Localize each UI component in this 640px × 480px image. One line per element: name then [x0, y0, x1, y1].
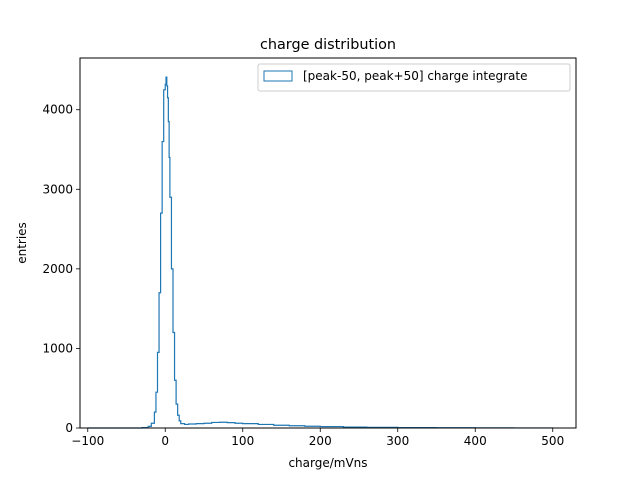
x-tick-label: 400: [464, 434, 487, 448]
x-tick-label: 500: [541, 434, 564, 448]
chart-title: charge distribution: [260, 37, 396, 53]
histogram-series-0: [87, 76, 554, 429]
y-axis-label: entries: [15, 222, 29, 264]
x-axis-ticks: −100 0 100 200 300 400 500: [71, 428, 564, 448]
x-tick-label: 100: [231, 434, 254, 448]
legend-box: [257, 63, 571, 92]
y-axis-ticks: 0 1000 2000 3000 4000: [42, 103, 80, 435]
x-axis-label: charge/mVns: [288, 456, 367, 470]
plot-area: [87, 76, 554, 429]
legend-swatch: [263, 70, 293, 82]
y-tick-label: 3000: [42, 182, 73, 196]
x-tick-label: 300: [386, 434, 409, 448]
y-tick-label: 2000: [42, 262, 73, 276]
x-tick-label: 200: [309, 434, 332, 448]
y-tick-label: 1000: [42, 341, 73, 355]
y-tick-label: 0: [65, 421, 73, 435]
y-tick-label: 4000: [42, 103, 73, 117]
legend-label: [peak-50, peak+50] charge integrate: [303, 69, 527, 83]
legend: [peak-50, peak+50] charge integrate: [257, 63, 571, 92]
x-tick-label: 0: [161, 434, 169, 448]
axes-frame: [79, 57, 577, 429]
x-tick-label: −100: [71, 434, 104, 448]
